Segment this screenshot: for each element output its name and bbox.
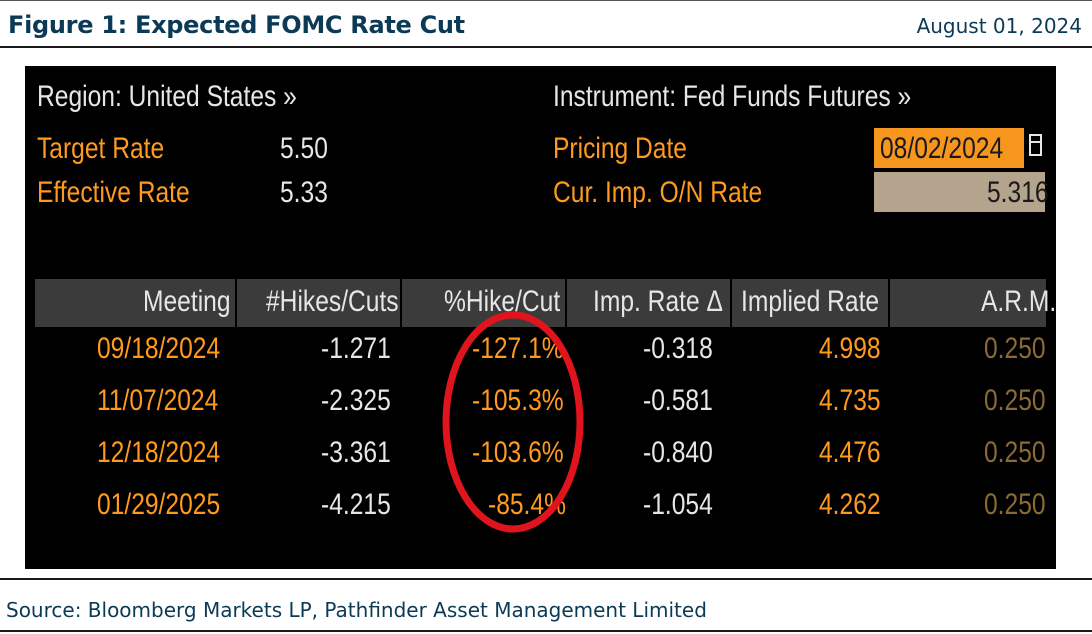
effective-rate-label: Effective Rate [37, 176, 190, 209]
figure-footer: Source: Bloomberg Markets LP, Pathfinder… [0, 578, 1092, 632]
column-header-arm[interactable]: A.R.M. [981, 285, 1057, 318]
region-selector[interactable]: Region: United States » [37, 80, 297, 113]
hikes-cuts-value: -1.271 [321, 332, 391, 365]
column-divider [565, 279, 567, 327]
cur-imp-rate-field[interactable] [874, 172, 1045, 212]
column-divider [888, 279, 890, 327]
column-divider [400, 279, 402, 327]
meeting-date[interactable]: 01/29/2025 [97, 488, 221, 521]
pricing-date-label: Pricing Date [553, 132, 687, 165]
figure-title: Figure 1: Expected FOMC Rate Cut [8, 11, 465, 39]
calendar-icon[interactable] [1029, 134, 1042, 156]
column-header-pct-hike-cut[interactable]: %Hike/Cut [444, 285, 561, 318]
imp-rate-delta-value: -0.581 [643, 384, 713, 417]
figure-header: Figure 1: Expected FOMC Rate Cut August … [0, 0, 1092, 48]
column-header-meeting[interactable]: Meeting [143, 285, 231, 318]
implied-rate-value: 4.735 [819, 384, 881, 417]
cur-imp-rate-label: Cur. Imp. O/N Rate [553, 176, 763, 209]
column-divider [730, 279, 732, 327]
meeting-date[interactable]: 11/07/2024 [97, 384, 219, 417]
instrument-selector[interactable]: Instrument: Fed Funds Futures » [553, 80, 912, 113]
implied-rate-value: 4.998 [819, 332, 881, 365]
arm-value: 0.250 [984, 488, 1046, 521]
pricing-date-field[interactable] [874, 128, 1024, 168]
implied-rate-value: 4.476 [819, 436, 881, 469]
target-rate-label: Target Rate [37, 132, 165, 165]
bloomberg-terminal-panel: Region: United States » Instrument: Fed … [25, 66, 1056, 569]
figure-date: August 01, 2024 [916, 14, 1082, 38]
imp-rate-delta-value: -0.840 [643, 436, 713, 469]
source-note: Source: Bloomberg Markets LP, Pathfinder… [6, 598, 707, 622]
meeting-date[interactable]: 12/18/2024 [97, 436, 221, 469]
column-header-imp-rate-delta[interactable]: Imp. Rate Δ [593, 285, 723, 318]
pct-hike-cut-value: -105.3% [472, 384, 564, 417]
column-header-implied-rate[interactable]: Implied Rate [741, 285, 880, 318]
pricing-date-value[interactable]: 08/02/2024 [880, 132, 1004, 165]
hikes-cuts-value: -3.361 [321, 436, 391, 469]
pct-hike-cut-value: -127.1% [472, 332, 564, 365]
arm-value: 0.250 [984, 332, 1046, 365]
table-header [35, 279, 1046, 327]
column-divider [235, 279, 237, 327]
column-header-hikes-cuts[interactable]: #Hikes/Cuts [266, 285, 399, 318]
arm-value: 0.250 [984, 384, 1046, 417]
hikes-cuts-value: -2.325 [321, 384, 391, 417]
arm-value: 0.250 [984, 436, 1046, 469]
effective-rate-value: 5.33 [280, 176, 328, 209]
annotation-circle-ring [442, 311, 584, 533]
cur-imp-rate-value[interactable]: 5.316 [987, 176, 1049, 209]
imp-rate-delta-value: -0.318 [643, 332, 713, 365]
target-rate-value: 5.50 [280, 132, 328, 165]
annotation-circle [442, 311, 584, 533]
hikes-cuts-value: -4.215 [321, 488, 391, 521]
pct-hike-cut-value: -103.6% [472, 436, 564, 469]
meeting-date[interactable]: 09/18/2024 [97, 332, 221, 365]
implied-rate-value: 4.262 [819, 488, 881, 521]
imp-rate-delta-value: -1.054 [643, 488, 713, 521]
